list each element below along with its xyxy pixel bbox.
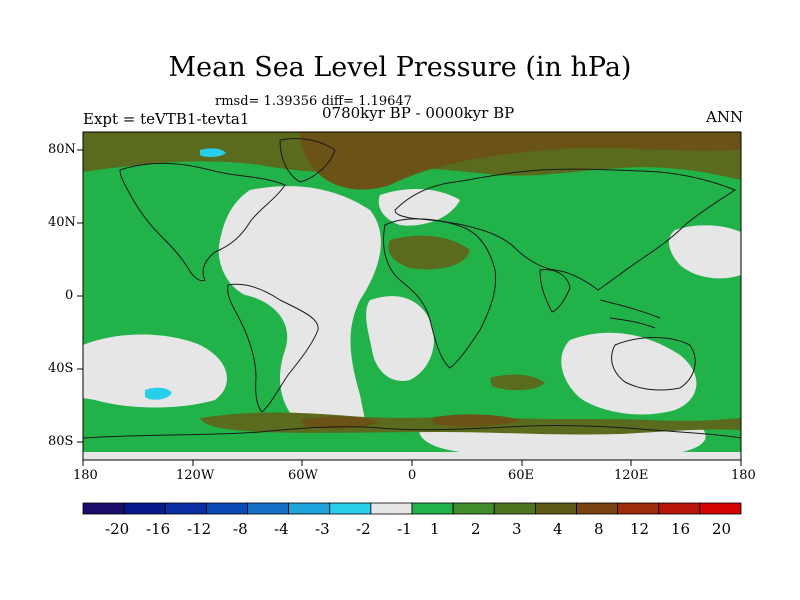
y-tick-80n: 80N [48,142,76,157]
colorbar-label-12: 4 [553,520,563,538]
colorbar-box-1 [82,502,125,515]
field-near-zero-pacific-north [668,225,741,279]
y-tick-40n: 40N [48,215,76,230]
x-tick-60e: 60E [508,468,535,483]
x-tick-60w: 60W [288,468,318,483]
colorbar-label-11: 3 [512,520,522,538]
colorbar-box-7 [329,502,372,515]
field-near-zero-atlantic [218,186,381,425]
colorbar-box-16 [699,502,742,515]
x-tick-120e: 120E [614,468,649,483]
x-tick-120w: 120W [176,468,215,483]
colorbar-label-16: 20 [712,520,732,538]
season-label: ANN [706,108,744,126]
colorbar-box-15 [658,502,701,515]
colorbar-label-14: 12 [630,520,650,538]
colorbar-label-7: -2 [356,520,371,538]
colorbar-box-10 [452,502,495,515]
colorbar-label-15: 16 [671,520,691,538]
x-tick-0: 0 [408,468,417,483]
coast-south-america [227,283,319,413]
field-near-zero-south-atlantic [366,296,434,381]
field-olive-indian-south [490,374,545,391]
field-negative-patch [145,387,172,400]
coast-india [539,269,571,313]
colorbar-box-8 [370,502,413,515]
y-tick-40s: 40S [48,361,74,376]
colorbar-label-6: -3 [315,520,330,538]
colorbar-box-11 [493,502,536,515]
x-tick-180w: 180 [73,468,98,483]
colorbar-label-5: -4 [274,520,289,538]
coast-greenland [279,137,336,183]
x-tick-180e: 180 [731,468,756,483]
coast-north-america [119,162,286,282]
coast-africa [383,218,497,369]
coast-indonesia [599,299,661,329]
colorbar-box-12 [534,502,577,515]
coast-australia [611,337,696,391]
stats-line: rmsd= 1.39356 diff= 1.19647 [215,94,412,109]
colorbar-box-6 [288,502,331,515]
colorbar-label-13: 8 [594,520,604,538]
colorbar-box-5 [247,502,290,515]
colorbar-box-2 [123,502,166,515]
field-brown-antarctic-east [430,414,520,427]
field-olive-sahara [388,235,470,270]
field-brown-antarctic [300,416,380,429]
experiment-label: Expt = teVTB1-tevta1 [83,110,250,128]
axis-ticks [77,149,742,466]
field-negative-patch-arctic [200,148,226,158]
field-near-zero-indian [561,332,697,415]
colorbar-label-4: -8 [233,520,248,538]
field-brown-arctic [300,132,741,190]
colorbar-label-1: -20 [105,520,130,538]
chart-title: Mean Sea Level Pressure (in hPa) [168,52,632,83]
coast-antarctica [83,424,741,439]
colorbar-box-9 [411,502,454,515]
colorbar-label-9: 1 [430,520,440,538]
colorbar-box-3 [164,502,207,515]
colorbar-label-8: -1 [397,520,412,538]
y-tick-80s: 80S [48,434,74,449]
period-label: 0780kyr BP - 0000kyr BP [322,104,515,122]
colorbar-label-3: -12 [187,520,212,538]
map-field [83,132,741,460]
coast-eurasia [394,168,737,291]
field-near-zero-pacific-south [83,334,227,408]
colorbar-box-14 [617,502,660,515]
field-polar-strip [83,452,741,460]
colorbar-box-13 [576,502,619,515]
coastlines [83,137,741,439]
colorbar [82,502,742,515]
y-tick-0: 0 [65,288,74,303]
colorbar-box-4 [205,502,248,515]
colorbar-label-10: 2 [471,520,481,538]
colorbar-label-2: -16 [146,520,171,538]
field-near-zero-europe [378,188,460,226]
